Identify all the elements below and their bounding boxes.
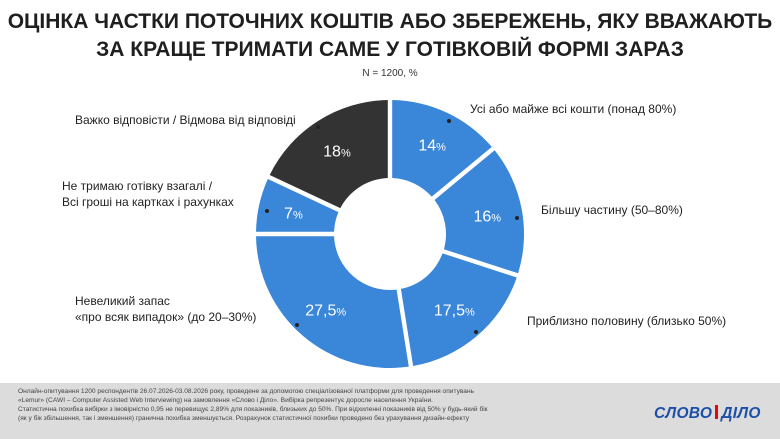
slice-category-label: Не тримаю готівку взагалі / Всі гроші на … (62, 179, 234, 209)
donut-slice (434, 150, 524, 274)
methodology-line: Онлайн-опитування 1200 респондентів 26.0… (18, 388, 475, 395)
label-marker (515, 216, 519, 220)
slice-value-unit: % (336, 306, 346, 318)
label-marker (295, 323, 299, 327)
donut-slice (256, 178, 339, 232)
title-line-2: ЗА КРАЩЕ ТРИМАТИ САМЕ У ГОТІВКОВІЙ ФОРМІ… (96, 38, 684, 61)
brand-logo: СЛОВО ДІЛО (654, 405, 766, 425)
logo-word-1: СЛОВО (654, 405, 713, 422)
methodology-line: Статистична похибка вибірки з імовірніст… (18, 406, 488, 413)
slice-value-unit: % (436, 141, 446, 153)
slice-value-label: 7% (284, 205, 303, 222)
label-marker (474, 330, 478, 334)
title-line-1: ОЦІНКА ЧАСТКИ ПОТОЧНИХ КОШТІВ АБО ЗБЕРЕЖ… (7, 10, 773, 33)
slice-category-label: Усі або майже всі кошти (понад 80%) (470, 102, 676, 116)
slice-category-line: Більшу частину (50–80%) (541, 203, 683, 217)
slice-category-label: Приблизно половину (близько 50%) (527, 314, 726, 328)
logo-divider (715, 405, 719, 419)
slice-value-unit: % (491, 212, 501, 224)
slice-value-unit: % (465, 306, 475, 318)
slice-value-unit: % (293, 209, 303, 221)
slice-category-line: Усі або майже всі кошти (понад 80%) (470, 102, 676, 116)
slice-value-label: 17,5% (434, 302, 475, 319)
footer: Онлайн-опитування 1200 респондентів 26.0… (0, 383, 780, 439)
slice-value-label: 16% (473, 208, 501, 225)
methodology-line: «Lemur» (CAWI – Computer Assisted Web In… (18, 397, 433, 404)
donut-slice (269, 100, 388, 209)
slice-category-line: Всі гроші на картках і рахунках (62, 195, 234, 209)
slice-category-line: Важко відповісти / Відмова від відповіді (75, 113, 296, 127)
slice-value-label: 27,5% (305, 302, 346, 319)
slice-category-line: Не тримаю готівку взагалі / (62, 179, 213, 193)
slice-category-label: Невеликий запас «про всяк випадок» (до 20… (75, 294, 256, 324)
page-title: ОЦІНКА ЧАСТКИ ПОТОЧНИХ КОШТІВ АБО ЗБЕРЕЖ… (0, 8, 780, 64)
slice-value-label: 18% (323, 143, 351, 160)
slice-value-label: 14% (418, 137, 446, 154)
methodology-line: (як у бік збільшення, так і зменшення) г… (18, 415, 469, 422)
slice-category-line: Невеликий запас (75, 294, 170, 308)
methodology-note: Онлайн-опитування 1200 респондентів 26.0… (18, 387, 618, 423)
slice-category-label: Важко відповісти / Відмова від відповіді (75, 113, 296, 127)
logo-word-2: ДІЛО (721, 405, 761, 422)
donut-slice (256, 236, 409, 368)
donut-slice (392, 100, 492, 197)
chart-subtitle: N = 1200, % (362, 68, 418, 79)
slice-category-line: Приблизно половину (близько 50%) (527, 314, 726, 328)
label-marker (316, 125, 320, 129)
label-marker (447, 119, 451, 123)
donut-chart: 14% Усі або майже всі кошти (понад 80%) 16… (62, 100, 726, 368)
donut-slice (400, 253, 517, 366)
slice-value-unit: % (341, 147, 351, 159)
slice-category-line: «про всяк випадок» (до 20–30%) (75, 310, 256, 324)
slice-category-label: Більшу частину (50–80%) (541, 203, 683, 217)
label-marker (265, 209, 269, 213)
